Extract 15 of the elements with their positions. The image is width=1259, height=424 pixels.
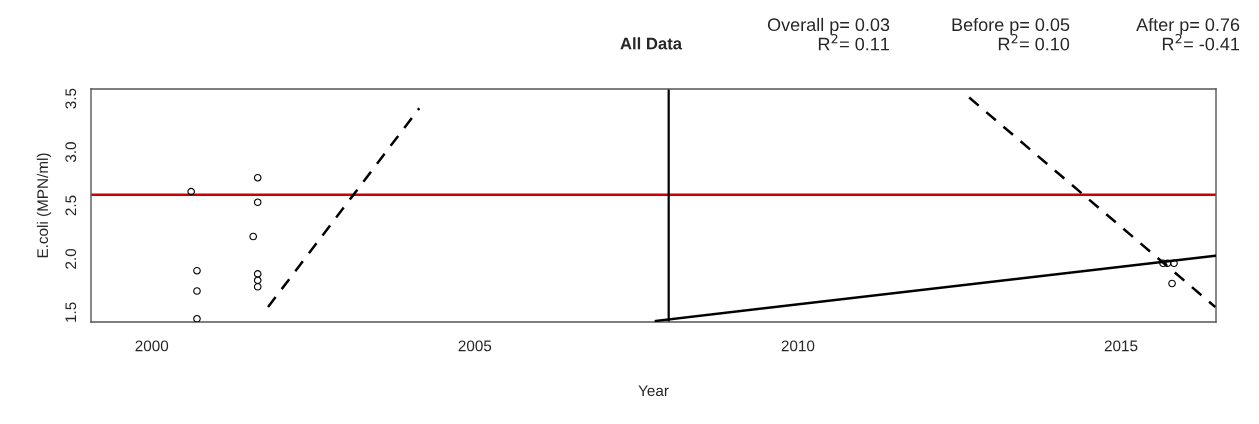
y-tick-label: 2.5 (65, 195, 77, 216)
y-tick-label: 2.0 (65, 248, 77, 269)
text: Before p= 0.05 R$^{2}$= 0.10 (952, 17, 1070, 51)
text: After p= 0.76 R$^{2}$= -0.41 (1136, 17, 1240, 51)
y-tick-label: 1.5 (65, 302, 77, 322)
x-tick-label: 2000 (135, 340, 169, 352)
x-tick-label: 2015 (1104, 340, 1138, 352)
x-tick-label: 2005 (458, 340, 492, 352)
y-tick-label: 3.0 (65, 142, 77, 163)
y-tick-label: 3.5 (65, 88, 77, 109)
text: Overall p= 0.03 R$^{2}$= 0.11 (767, 17, 890, 51)
y-axis-title: E.coli (MPN/ml) (36, 153, 52, 258)
chart-title: All Data (620, 37, 683, 50)
x-axis-title: Year (638, 385, 669, 397)
x-tick-label: 2010 (781, 340, 815, 352)
